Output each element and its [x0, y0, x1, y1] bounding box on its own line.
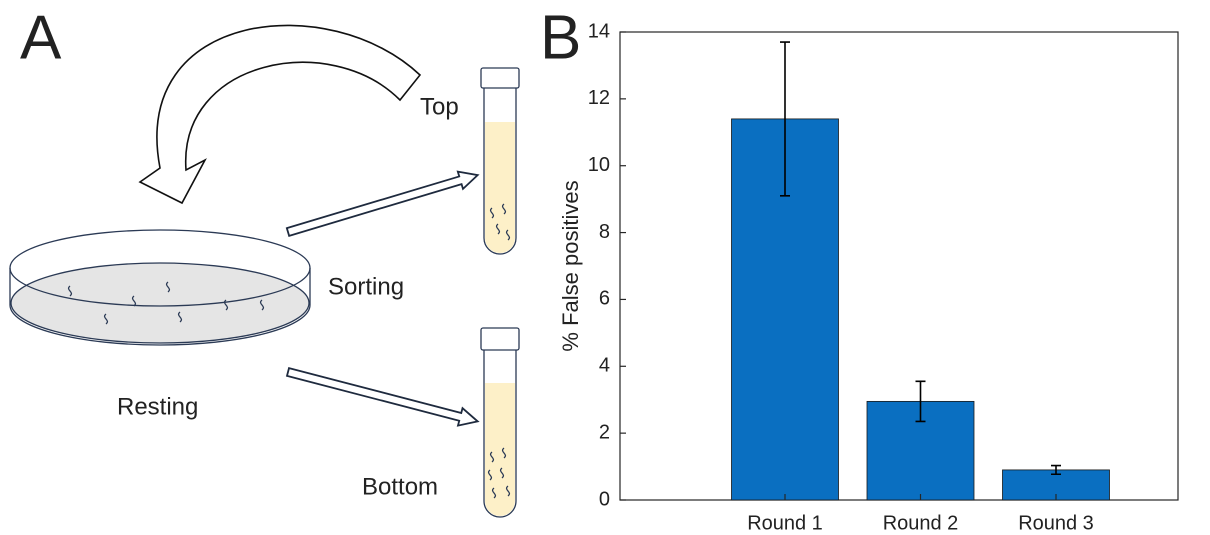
panel-a: A B Top Sorting Resting Bot	[10, 3, 581, 517]
figure: A B Top Sorting Resting Bot	[0, 0, 1210, 535]
y-axis-title: % False positives	[558, 180, 583, 351]
x-tick-label: Round 2	[883, 512, 959, 534]
y-tick-label: 6	[599, 288, 610, 310]
y-tick-label: 8	[599, 221, 610, 243]
x-tick-label: Round 3	[1018, 512, 1094, 534]
y-tick-label: 10	[588, 154, 610, 176]
y-tick-label: 14	[588, 20, 610, 42]
diagram-label: Sorting	[328, 273, 404, 300]
diagram-label: Resting	[117, 393, 198, 420]
y-tick-label: 0	[599, 488, 610, 510]
panel-label: A	[20, 3, 62, 72]
x-tick-label: Round 1	[747, 512, 823, 534]
sort-arrow	[286, 363, 480, 430]
y-tick-label: 4	[599, 355, 610, 377]
panel-label: B	[540, 3, 581, 72]
tube-top	[481, 68, 519, 254]
y-tick-label: 12	[588, 87, 610, 109]
diagram-label: Top	[420, 93, 459, 120]
cycle-arrow	[140, 25, 420, 203]
tube-bottom	[481, 328, 519, 517]
y-tick-label: 2	[599, 421, 610, 443]
petri-dish	[10, 230, 310, 345]
diagram-label: Bottom	[362, 473, 438, 500]
chart-b: 0 2 4 6 8 10 12 14 % False positives Round 1 Round…	[558, 20, 1178, 534]
sort-arrow	[285, 166, 480, 240]
